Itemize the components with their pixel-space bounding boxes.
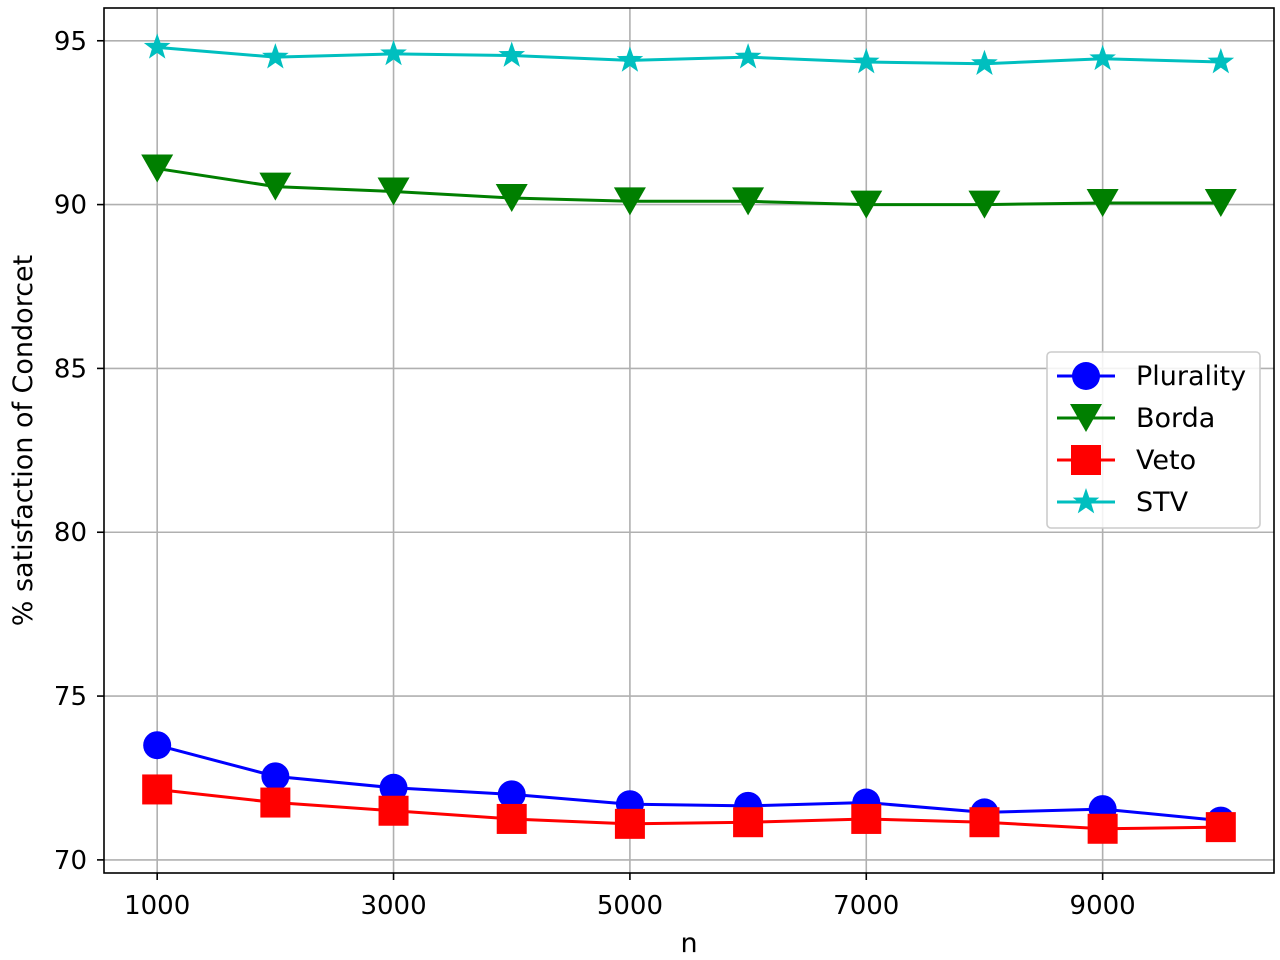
veto-point — [733, 807, 764, 838]
stv-point — [616, 46, 644, 72]
x-axis-ticks: 1000 3000 5000 7000 9000 — [124, 873, 1136, 921]
plurality-point — [261, 762, 290, 791]
plot-area-frame — [103, 7, 1275, 874]
legend-label-plurality: Plurality — [1136, 361, 1246, 392]
stv-point — [1089, 44, 1116, 71]
x-tick-label: 5000 — [597, 891, 663, 921]
plurality-point — [497, 780, 526, 809]
borda-point — [968, 190, 1001, 219]
x-axis-label: n — [680, 928, 697, 959]
plurality-line — [156, 743, 1221, 823]
veto-line — [157, 787, 1221, 831]
stv-point — [734, 43, 762, 69]
stv-point — [1207, 48, 1235, 74]
series-stv — [143, 33, 1235, 76]
stv-point — [262, 43, 289, 69]
stv-point — [498, 41, 526, 67]
stv-point — [380, 39, 407, 66]
legend-marker-plurality — [1072, 362, 1100, 390]
veto-point — [851, 803, 882, 834]
stv-point — [852, 48, 880, 74]
borda-point — [850, 190, 883, 219]
legend-item-borda: Borda — [1057, 403, 1215, 434]
plurality-point — [143, 731, 172, 760]
legend-label-veto: Veto — [1136, 445, 1196, 476]
legend-item-stv: STV — [1057, 487, 1189, 518]
legend: Plurality Borda Veto STV — [1046, 351, 1261, 529]
y-axis-label: % satisfaction of Condorcet — [8, 255, 39, 627]
y-tick-label: 70 — [54, 846, 87, 876]
y-tick-label: 90 — [54, 191, 87, 221]
veto-point — [1087, 813, 1118, 844]
stv-line — [157, 45, 1221, 66]
borda-point — [613, 187, 646, 216]
y-tick-label: 85 — [54, 354, 87, 384]
y-tick-label: 80 — [54, 518, 87, 548]
legend-marker-borda — [1070, 404, 1102, 432]
borda-point — [1086, 188, 1119, 217]
series-plurality — [143, 731, 1235, 835]
veto-point — [1205, 812, 1236, 843]
y-tick-label: 95 — [54, 27, 87, 57]
borda-point — [377, 177, 410, 206]
legend-label-borda: Borda — [1136, 403, 1215, 434]
legend-label-stv: STV — [1136, 487, 1189, 518]
stv-point — [971, 49, 998, 76]
y-axis-ticks: 70 75 80 85 90 95 — [54, 27, 104, 876]
borda-point — [141, 154, 174, 183]
x-tick-label: 7000 — [833, 891, 899, 921]
legend-item-veto: Veto — [1057, 445, 1196, 476]
legend-frame — [1046, 351, 1261, 529]
stv-point — [143, 33, 171, 59]
x-tick-label: 3000 — [360, 891, 426, 921]
series-layer — [141, 33, 1237, 844]
legend-marker-stv — [1072, 488, 1100, 514]
borda-point — [259, 172, 292, 201]
veto-point — [496, 803, 527, 834]
veto-point — [260, 787, 291, 818]
legend-item-plurality: Plurality — [1057, 361, 1246, 392]
borda-line — [156, 167, 1221, 207]
veto-point — [614, 808, 645, 839]
borda-point — [1204, 188, 1237, 217]
series-borda — [141, 154, 1237, 219]
legend-marker-veto — [1071, 445, 1101, 475]
borda-point — [732, 187, 765, 216]
veto-point — [142, 774, 173, 805]
y-tick-label: 75 — [54, 682, 87, 712]
veto-point — [378, 795, 409, 826]
plurality-point — [379, 773, 408, 802]
veto-point — [969, 807, 1000, 838]
series-veto — [142, 774, 1236, 844]
x-tick-label: 9000 — [1070, 891, 1136, 921]
x-tick-label: 1000 — [124, 891, 190, 921]
borda-point — [495, 184, 528, 213]
